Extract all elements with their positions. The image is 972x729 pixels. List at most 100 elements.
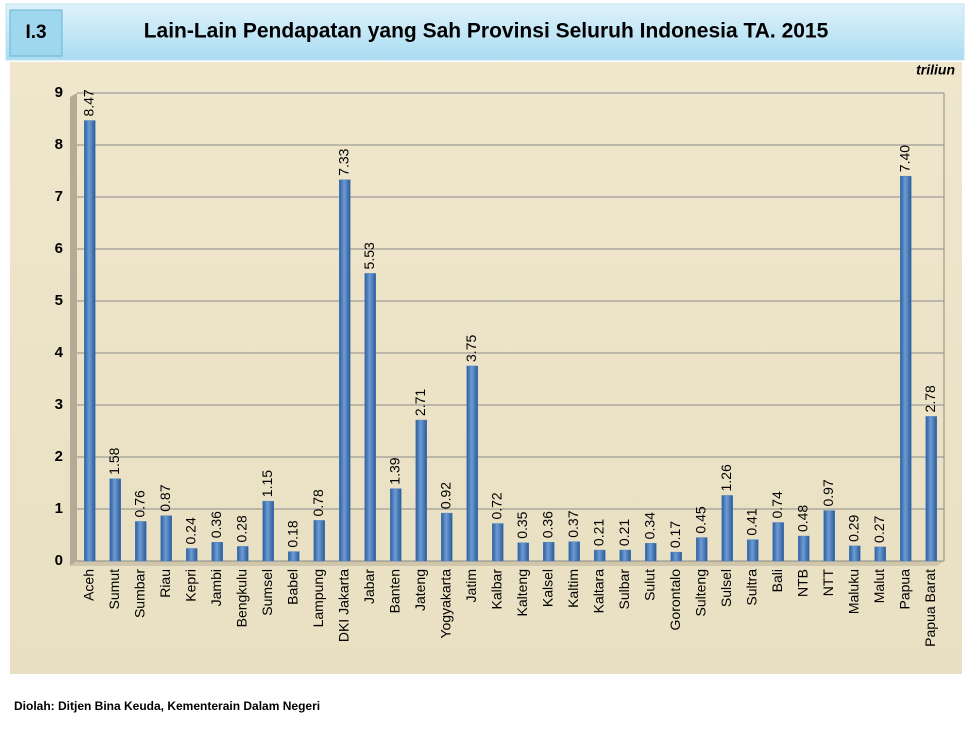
- x-tick-label: Kaltim: [565, 569, 581, 608]
- x-tick-label: Papua Barat: [922, 569, 938, 647]
- x-tick-label: Jambi: [208, 569, 224, 606]
- value-label: 7.33: [335, 148, 351, 175]
- bar: [109, 478, 121, 562]
- bar: [619, 549, 631, 562]
- bar: [415, 419, 427, 562]
- value-label: 0.97: [820, 479, 836, 506]
- value-label: 0.36: [208, 511, 224, 538]
- bar: [747, 539, 759, 562]
- badge: I.3: [25, 22, 46, 43]
- value-label: 1.15: [259, 470, 275, 497]
- plot-background: [10, 62, 962, 674]
- value-label: 0.18: [284, 520, 300, 547]
- source-note: Diolah: Ditjen Bina Keuda, Kementerain D…: [14, 699, 320, 713]
- bar: [874, 546, 886, 562]
- value-label: 0.41: [743, 508, 759, 535]
- x-tick-label: Riau: [157, 569, 173, 598]
- x-tick-label: NTB: [794, 569, 810, 597]
- value-label: 0.76: [131, 490, 147, 517]
- bar: [84, 120, 96, 562]
- x-tick-label: NTT: [820, 569, 836, 597]
- x-tick-label: Jatim: [463, 569, 479, 602]
- value-label: 0.74: [769, 491, 785, 518]
- value-label: 0.21: [616, 519, 632, 546]
- bar: [568, 541, 580, 562]
- x-tick-label: Sumsel: [259, 569, 275, 616]
- bar: [543, 542, 555, 562]
- x-tick-label: Gorontalo: [667, 569, 683, 631]
- y-tick-label: 0: [55, 552, 63, 569]
- bar: [925, 416, 937, 562]
- badge-box: [9, 9, 63, 57]
- bar: [262, 500, 274, 562]
- bar: [900, 175, 912, 562]
- x-tick-label: Kalsel: [539, 569, 555, 607]
- bar: [186, 548, 198, 562]
- bar: [849, 545, 861, 562]
- bar: [135, 521, 147, 562]
- x-tick-label: Kalteng: [514, 569, 530, 616]
- wall-side: [70, 93, 77, 566]
- value-label: 5.53: [361, 242, 377, 269]
- y-tick-label: 5: [55, 292, 63, 309]
- value-label: 1.26: [718, 464, 734, 491]
- value-label: 0.28: [233, 515, 249, 542]
- bar: [594, 549, 606, 562]
- value-label: 1.39: [386, 457, 402, 484]
- bar: [288, 551, 300, 562]
- bar: [696, 537, 708, 562]
- x-tick-label: Sultra: [743, 569, 759, 606]
- value-label: 3.75: [463, 335, 479, 362]
- bar: [313, 520, 325, 562]
- y-tick-label: 1: [55, 500, 63, 517]
- x-tick-label: Bengkulu: [233, 569, 249, 627]
- value-label: 0.48: [794, 505, 810, 532]
- value-label: 0.27: [871, 515, 887, 542]
- bar: [364, 273, 376, 562]
- bar: [390, 488, 402, 562]
- y-tick-label: 9: [55, 84, 63, 101]
- value-label: 2.78: [922, 385, 938, 412]
- x-tick-label: Maluku: [845, 569, 861, 614]
- bar: [441, 512, 453, 562]
- x-tick-label: Babel: [284, 569, 300, 605]
- bar: [721, 495, 733, 562]
- chart-title: Lain-Lain Pendapatan yang Sah Provinsi S…: [144, 20, 829, 43]
- x-tick-label: Yogyakarta: [437, 569, 453, 639]
- x-tick-label: Sulbar: [616, 569, 632, 610]
- bar: [211, 542, 223, 562]
- unit-label: triliun: [916, 62, 955, 78]
- header-bar: [5, 3, 965, 61]
- value-label: 0.37: [565, 510, 581, 537]
- floor: [70, 561, 944, 566]
- value-label: 1.58: [106, 447, 122, 474]
- value-label: 0.72: [488, 492, 504, 519]
- x-tick-label: Kepri: [182, 569, 198, 602]
- value-label: 7.40: [896, 145, 912, 172]
- value-label: 0.87: [157, 484, 173, 511]
- x-tick-label: Sulteng: [692, 569, 708, 616]
- value-label: 0.35: [514, 511, 530, 538]
- x-tick-label: Papua: [896, 569, 912, 610]
- x-tick-label: Sulut: [641, 569, 657, 601]
- bar: [517, 542, 529, 562]
- value-label: 0.45: [692, 506, 708, 533]
- value-label: 0.34: [641, 512, 657, 539]
- value-label: 8.47: [80, 89, 96, 116]
- value-label: 0.21: [590, 519, 606, 546]
- bar: [772, 522, 784, 562]
- bar: [670, 551, 682, 562]
- x-tick-label: Aceh: [80, 569, 96, 601]
- y-tick-label: 8: [55, 136, 63, 153]
- bar: [798, 535, 810, 562]
- value-label: 2.71: [412, 389, 428, 416]
- bar: [160, 515, 172, 562]
- x-tick-label: Sulsel: [718, 569, 734, 607]
- bar: [645, 543, 657, 562]
- x-tick-label: Kaltara: [590, 569, 606, 614]
- x-tick-label: Malut: [871, 569, 887, 603]
- value-label: 0.36: [539, 511, 555, 538]
- y-tick-label: 7: [55, 188, 63, 205]
